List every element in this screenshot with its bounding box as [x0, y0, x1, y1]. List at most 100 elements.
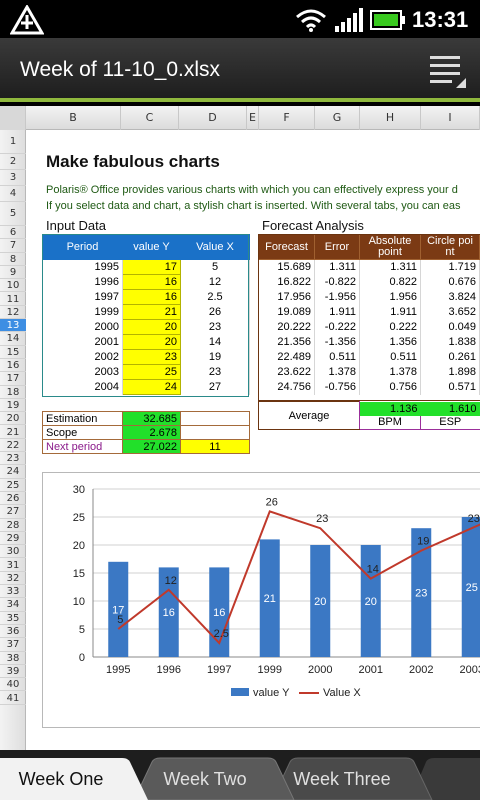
row-header[interactable]: 30 — [0, 545, 26, 559]
table-cell[interactable]: 2.5 — [180, 289, 250, 305]
tab-week-two[interactable]: Week Two — [163, 769, 247, 789]
column-header[interactable]: E — [247, 106, 259, 130]
table-cell[interactable]: -0.222 — [314, 319, 360, 335]
row-header[interactable]: 27 — [0, 505, 26, 519]
row-header[interactable]: 40 — [0, 678, 26, 692]
row-header[interactable]: 20 — [0, 412, 26, 426]
row-header[interactable]: 38 — [0, 652, 26, 665]
row-header[interactable]: 24 — [0, 465, 26, 479]
row-header[interactable]: 31 — [0, 559, 26, 572]
row-header[interactable]: 21 — [0, 426, 26, 439]
row-header[interactable]: 18 — [0, 386, 26, 399]
row-header[interactable]: 23 — [0, 452, 26, 466]
row-header[interactable]: 36 — [0, 625, 26, 639]
table-cell[interactable]: -0.822 — [314, 274, 360, 290]
table-cell[interactable]: Scope — [42, 425, 123, 440]
row-header[interactable]: 6 — [0, 226, 26, 240]
table-cell[interactable]: 23 — [180, 364, 250, 380]
table-cell[interactable]: 0.571 — [420, 379, 480, 395]
table-cell[interactable]: 20 — [122, 334, 181, 350]
table-cell[interactable]: 1.911 — [359, 304, 421, 320]
table-cell[interactable]: 25 — [122, 364, 181, 380]
table-cell[interactable]: 24 — [122, 379, 181, 395]
row-header[interactable]: 4 — [0, 186, 26, 202]
row-header[interactable]: 16 — [0, 359, 26, 373]
table-cell[interactable]: 1995 — [42, 259, 123, 275]
table-cell[interactable]: 23 — [122, 349, 181, 365]
row-header[interactable]: 33 — [0, 585, 26, 599]
table-cell[interactable]: 0.756 — [359, 379, 421, 395]
table-cell[interactable]: 16 — [122, 289, 181, 305]
row-header[interactable]: 2 — [0, 154, 26, 170]
column-header[interactable]: G — [315, 106, 360, 130]
table-cell[interactable]: 2002 — [42, 349, 123, 365]
column-header[interactable]: D — [179, 106, 247, 130]
row-header[interactable]: 15 — [0, 346, 26, 359]
column-header[interactable]: F — [259, 106, 315, 130]
row-header[interactable]: 28 — [0, 519, 26, 532]
row-header[interactable]: 14 — [0, 332, 26, 346]
table-cell[interactable]: 2001 — [42, 334, 123, 350]
table-cell[interactable]: 2000 — [42, 319, 123, 335]
average-value[interactable]: 1.610 — [420, 401, 480, 416]
spreadsheet-view[interactable]: B C D E F G H I 1 2 3 4 5 6 7 8 9 10 11 12 13 14 15 16 1… — [0, 106, 480, 750]
row-header[interactable]: 1 — [0, 130, 26, 154]
table-cell[interactable]: 1.838 — [420, 334, 480, 350]
table-cell[interactable]: 21.356 — [258, 334, 315, 350]
table-cell[interactable]: 1996 — [42, 274, 123, 290]
table-cell[interactable]: 16 — [122, 274, 181, 290]
table-cell[interactable]: Next period — [42, 439, 123, 454]
row-header[interactable]: 32 — [0, 572, 26, 586]
table-cell[interactable]: 19.089 — [258, 304, 315, 320]
table-cell[interactable]: 23 — [180, 319, 250, 335]
table-cell[interactable]: 2004 — [42, 379, 123, 395]
table-cell[interactable]: 17.956 — [258, 289, 315, 305]
column-header[interactable]: I — [421, 106, 480, 130]
row-header[interactable]: 41 — [0, 692, 26, 705]
row-header[interactable]: 11 — [0, 293, 26, 306]
column-header[interactable]: B — [26, 106, 121, 130]
table-cell[interactable]: 15.689 — [258, 259, 315, 275]
row-header[interactable]: 35 — [0, 612, 26, 625]
row-header[interactable]: 12 — [0, 306, 26, 320]
table-cell[interactable]: 1.898 — [420, 364, 480, 380]
table-cell[interactable]: -1.356 — [314, 334, 360, 350]
table-cell[interactable]: 1.911 — [314, 304, 360, 320]
table-cell[interactable]: 1997 — [42, 289, 123, 305]
table-cell[interactable]: 22.489 — [258, 349, 315, 365]
table-cell[interactable]: 14 — [180, 334, 250, 350]
table-cell[interactable]: 0.049 — [420, 319, 480, 335]
row-header[interactable]: 37 — [0, 638, 26, 652]
row-header[interactable]: 5 — [0, 202, 26, 226]
table-cell[interactable]: 17 — [122, 259, 181, 275]
row-header[interactable]: 22 — [0, 439, 26, 453]
table-cell[interactable]: Estimation — [42, 411, 123, 426]
row-header[interactable]: 3 — [0, 170, 26, 186]
table-cell[interactable]: 12 — [180, 274, 250, 290]
cell-grid[interactable]: Make fabulous charts Polaris® Office pro… — [26, 130, 480, 750]
row-header[interactable]: 9 — [0, 266, 26, 280]
row-header[interactable]: 29 — [0, 532, 26, 546]
table-cell[interactable]: 0.676 — [420, 274, 480, 290]
table-cell[interactable]: 27 — [180, 379, 250, 395]
table-cell[interactable]: 2.678 — [122, 425, 181, 440]
table-cell[interactable]: 21 — [122, 304, 181, 320]
column-header[interactable]: C — [121, 106, 179, 130]
column-header[interactable]: H — [360, 106, 421, 130]
input-data-table[interactable]: Period value Y Value X 1995 17 5 1996 16 12 19… — [42, 234, 250, 395]
table-cell[interactable]: 16.822 — [258, 274, 315, 290]
table-cell[interactable]: 1.311 — [314, 259, 360, 275]
row-header[interactable]: 7 — [0, 239, 26, 253]
table-cell[interactable]: 0.511 — [359, 349, 421, 365]
table-cell[interactable]: 0.261 — [420, 349, 480, 365]
table-cell[interactable]: 32.685 — [122, 411, 181, 426]
row-header[interactable]: 34 — [0, 598, 26, 612]
table-cell[interactable] — [180, 411, 250, 426]
table-cell[interactable]: 1.378 — [359, 364, 421, 380]
table-cell[interactable]: -1.956 — [314, 289, 360, 305]
table-cell[interactable]: 11 — [180, 439, 250, 454]
table-cell[interactable]: 3.652 — [420, 304, 480, 320]
table-cell[interactable]: 0.822 — [359, 274, 421, 290]
table-cell[interactable]: 2003 — [42, 364, 123, 380]
row-header[interactable]: 8 — [0, 253, 26, 266]
